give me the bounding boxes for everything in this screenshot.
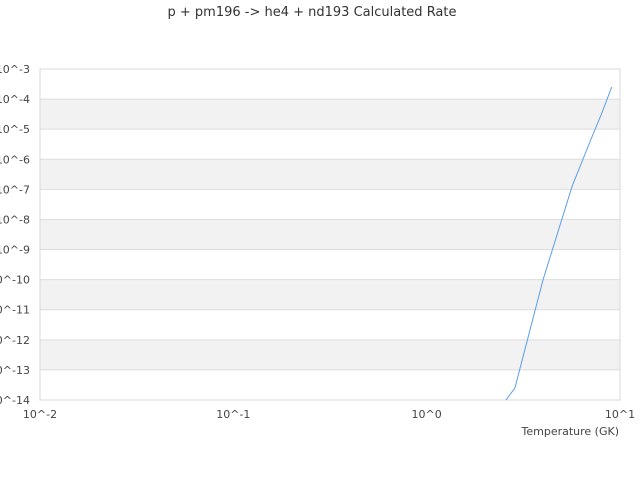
x-tick-label: 10^-2 [23,408,57,421]
grid-band [40,219,620,250]
y-tick-label: 10^-7 [0,183,30,196]
y-tick-label: 10^-11 [0,304,30,317]
y-tick-label: 10^-10 [0,274,30,287]
y-tick-label: 10^-3 [0,63,30,76]
series-line [505,86,613,401]
y-tick-label: 10^-6 [0,153,30,166]
y-tick-label: 10^-14 [0,394,30,407]
y-tick-label: 10^-8 [0,213,30,226]
plot-area [39,68,621,401]
grid-band [40,99,620,130]
grid-band [40,279,620,310]
y-tick-label: 10^-12 [0,334,30,347]
chart-title: p + pm196 -> he4 + nd193 Calculated Rate [168,5,457,20]
y-tick-label: 10^-4 [0,93,30,106]
x-tick-label: 10^0 [412,408,442,421]
y-tick-label: 10^-5 [0,123,30,136]
y-tick-label: 10^-9 [0,244,30,257]
grid-band [40,159,620,190]
y-tick-label: 10^-13 [0,364,30,377]
x-tick-label: 10^-1 [216,408,250,421]
x-axis-label: Temperature (GK) [521,425,620,438]
x-tick-label: 10^1 [605,408,635,421]
grid-band [40,339,620,370]
